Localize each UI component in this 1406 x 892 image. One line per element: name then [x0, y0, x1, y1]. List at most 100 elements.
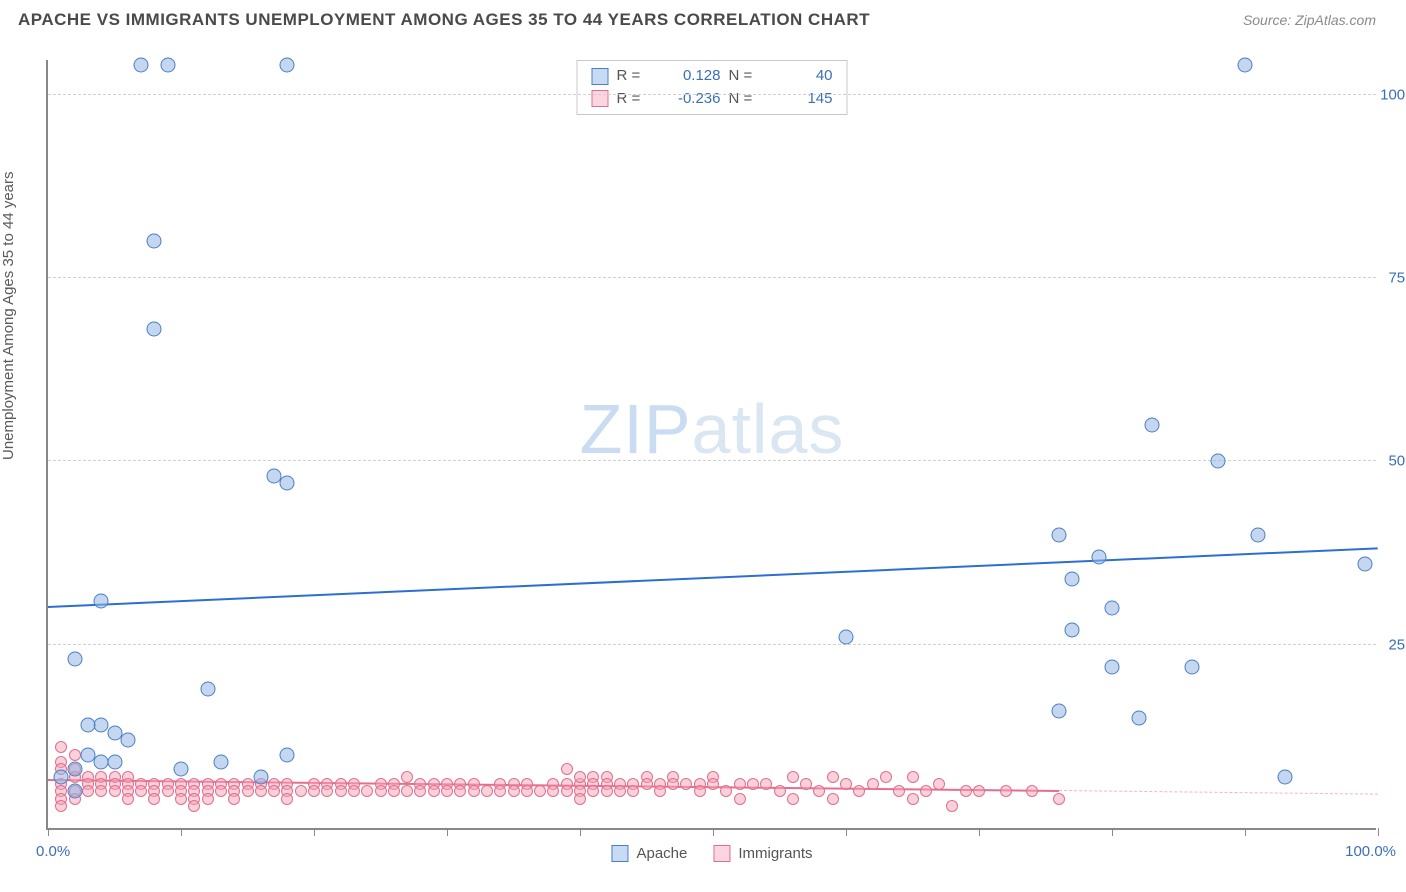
data-point	[253, 769, 268, 784]
data-point	[907, 793, 919, 805]
data-point	[174, 762, 189, 777]
data-point	[414, 785, 426, 797]
data-point	[641, 778, 653, 790]
data-point	[109, 785, 121, 797]
x-tick	[1245, 828, 1246, 836]
y-tick-label: 25.0%	[1388, 636, 1406, 653]
x-tick	[48, 828, 49, 836]
data-point	[215, 785, 227, 797]
data-point	[148, 793, 160, 805]
data-point	[202, 793, 214, 805]
data-point	[1357, 557, 1372, 572]
x-tick	[181, 828, 182, 836]
data-point	[200, 681, 215, 696]
plot-area: ZIPatlas R = 0.128 N = 40 R = -0.236 N =…	[46, 60, 1376, 830]
data-point	[268, 785, 280, 797]
x-tick	[1112, 828, 1113, 836]
data-point	[280, 476, 295, 491]
data-point	[107, 755, 122, 770]
data-point	[1105, 659, 1120, 674]
y-tick-label: 75.0%	[1388, 270, 1406, 287]
data-point	[707, 778, 719, 790]
data-point	[388, 785, 400, 797]
x-tick	[314, 828, 315, 836]
data-point	[1238, 58, 1253, 73]
data-point	[494, 785, 506, 797]
data-point	[213, 755, 228, 770]
data-point	[441, 785, 453, 797]
y-tick-label: 50.0%	[1388, 453, 1406, 470]
data-point	[587, 785, 599, 797]
correlation-legend: R = 0.128 N = 40 R = -0.236 N = 145	[577, 60, 848, 115]
data-point	[242, 785, 254, 797]
data-point	[574, 793, 586, 805]
series-legend: Apache Immigrants	[611, 845, 812, 862]
data-point	[55, 741, 67, 753]
gridline	[48, 277, 1376, 278]
data-point	[295, 785, 307, 797]
data-point	[1051, 703, 1066, 718]
data-point	[601, 785, 613, 797]
data-point	[907, 771, 919, 783]
data-point	[667, 778, 679, 790]
data-point	[920, 785, 932, 797]
data-point	[162, 785, 174, 797]
chart-container: Unemployment Among Ages 35 to 44 years Z…	[0, 40, 1406, 892]
chart-title: APACHE VS IMMIGRANTS UNEMPLOYMENT AMONG …	[18, 10, 870, 30]
data-point	[880, 771, 892, 783]
data-point	[827, 771, 839, 783]
legend-item-apache: Apache	[611, 845, 687, 862]
data-point	[95, 785, 107, 797]
data-point	[760, 778, 772, 790]
x-tick	[846, 828, 847, 836]
data-point	[1277, 769, 1292, 784]
data-point	[734, 793, 746, 805]
data-point	[813, 785, 825, 797]
immigrants-swatch-icon	[713, 845, 730, 862]
trend-line	[48, 547, 1378, 608]
x-tick	[979, 828, 980, 836]
data-point	[627, 785, 639, 797]
data-point	[147, 322, 162, 337]
data-point	[933, 778, 945, 790]
data-point	[80, 718, 95, 733]
data-point	[281, 793, 293, 805]
data-point	[428, 785, 440, 797]
data-point	[69, 749, 81, 761]
trend-line	[1059, 790, 1378, 795]
data-point	[94, 593, 109, 608]
data-point	[787, 793, 799, 805]
data-point	[654, 785, 666, 797]
data-point	[614, 785, 626, 797]
data-point	[67, 652, 82, 667]
data-point	[82, 785, 94, 797]
data-point	[454, 785, 466, 797]
legend-item-immigrants: Immigrants	[713, 845, 812, 862]
data-point	[255, 785, 267, 797]
data-point	[1051, 527, 1066, 542]
data-point	[1131, 711, 1146, 726]
data-point	[694, 785, 706, 797]
data-point	[547, 785, 559, 797]
data-point	[853, 785, 865, 797]
data-point	[1065, 571, 1080, 586]
data-point	[228, 793, 240, 805]
x-axis-max-label: 100.0%	[1345, 843, 1396, 860]
data-point	[1026, 785, 1038, 797]
data-point	[508, 785, 520, 797]
data-point	[160, 58, 175, 73]
data-point	[401, 771, 413, 783]
chart-source: Source: ZipAtlas.com	[1243, 12, 1376, 28]
legend-row-apache: R = 0.128 N = 40	[592, 65, 833, 88]
legend-row-immigrants: R = -0.236 N = 145	[592, 88, 833, 111]
data-point	[280, 747, 295, 762]
apache-swatch-icon	[611, 845, 628, 862]
data-point	[574, 771, 586, 783]
data-point	[67, 762, 82, 777]
data-point	[1184, 659, 1199, 674]
chart-header: APACHE VS IMMIGRANTS UNEMPLOYMENT AMONG …	[0, 0, 1406, 32]
data-point	[734, 778, 746, 790]
data-point	[840, 778, 852, 790]
gridline	[48, 94, 1376, 95]
gridline	[48, 460, 1376, 461]
